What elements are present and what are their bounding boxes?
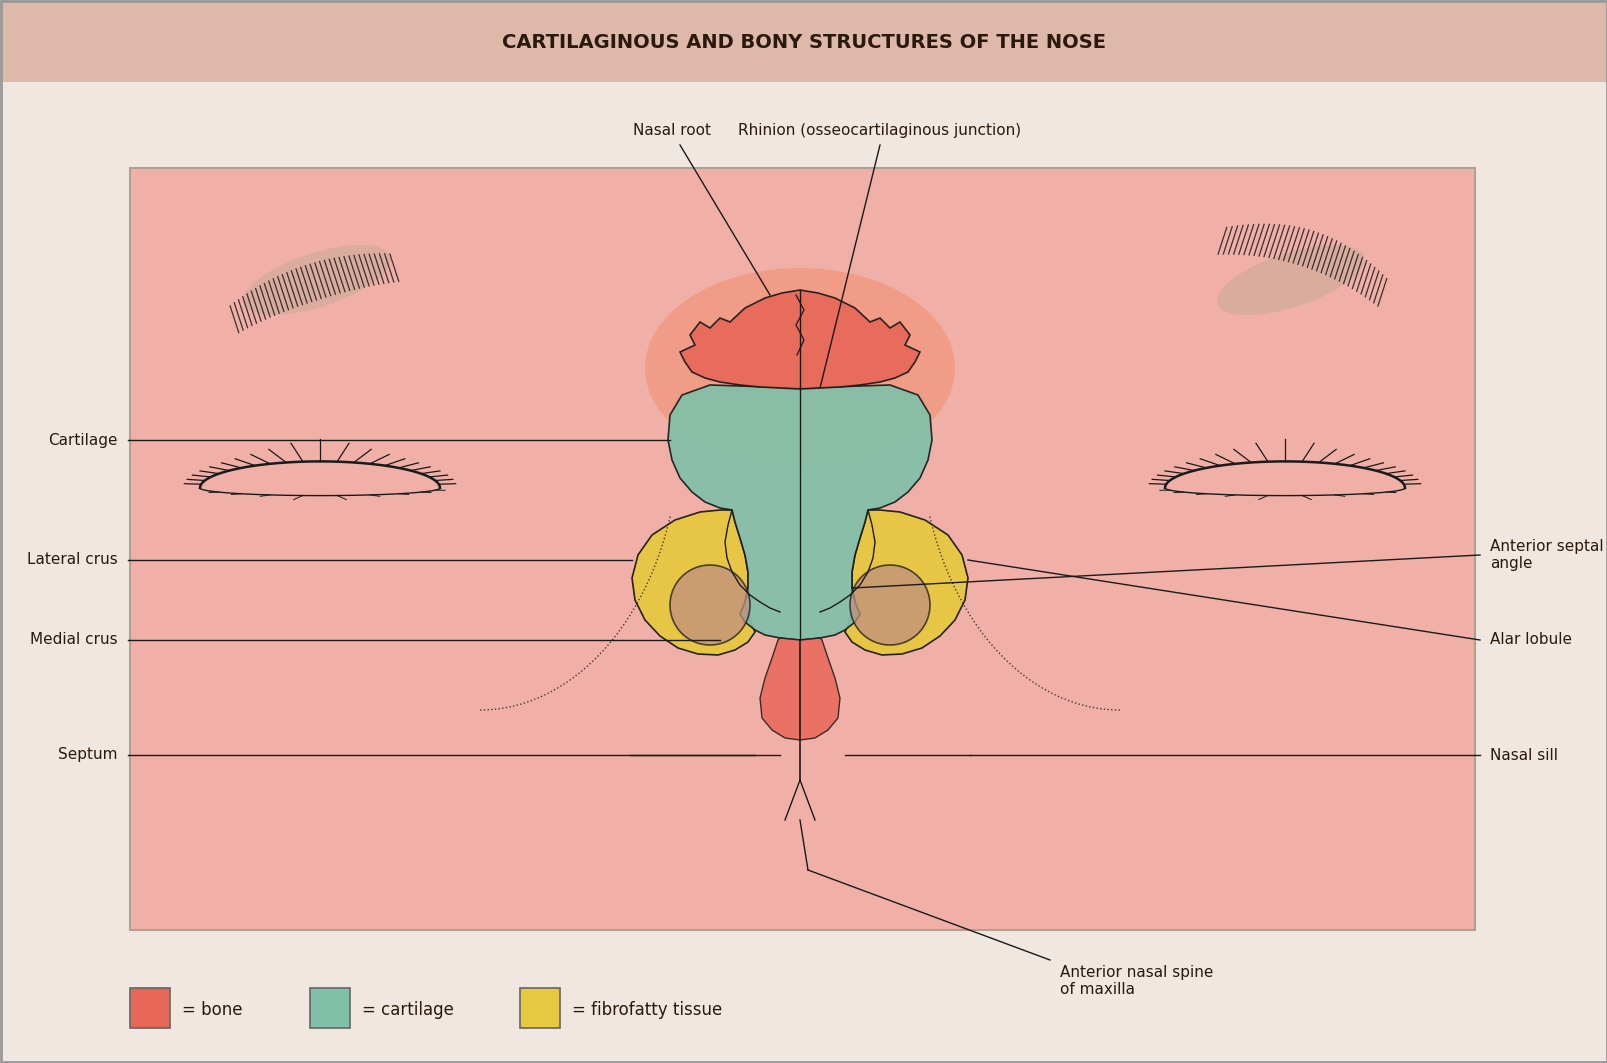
Text: = cartilage: = cartilage: [362, 1001, 453, 1019]
Bar: [519, 988, 559, 1028]
Polygon shape: [667, 385, 932, 640]
Text: Lateral crus: Lateral crus: [27, 553, 117, 568]
Text: Nasal sill: Nasal sill: [1490, 747, 1557, 762]
Ellipse shape: [670, 566, 749, 645]
Bar: [310, 988, 350, 1028]
Ellipse shape: [1216, 244, 1364, 315]
Polygon shape: [844, 510, 967, 655]
Text: = fibrofatty tissue: = fibrofatty tissue: [572, 1001, 722, 1019]
Ellipse shape: [644, 268, 955, 468]
Text: Rhinion (osseocartilaginous junction): Rhinion (osseocartilaginous junction): [738, 123, 1020, 138]
Text: Anterior septal
angle: Anterior septal angle: [1490, 539, 1602, 571]
Bar: [130, 168, 1474, 930]
Text: CARTILAGINOUS AND BONY STRUCTURES OF THE NOSE: CARTILAGINOUS AND BONY STRUCTURES OF THE…: [501, 33, 1106, 51]
Text: Septum: Septum: [58, 747, 117, 762]
Bar: [130, 988, 170, 1028]
Ellipse shape: [243, 244, 391, 315]
Text: Medial crus: Medial crus: [31, 632, 117, 647]
Text: Alar lobule: Alar lobule: [1490, 632, 1572, 647]
Polygon shape: [632, 510, 755, 655]
Text: Nasal root: Nasal root: [633, 123, 710, 138]
Polygon shape: [680, 290, 919, 389]
Ellipse shape: [850, 566, 929, 645]
Polygon shape: [760, 638, 839, 740]
Polygon shape: [1165, 461, 1405, 495]
Text: = bone: = bone: [182, 1001, 243, 1019]
Polygon shape: [199, 461, 440, 495]
Text: Anterior nasal spine
of maxilla: Anterior nasal spine of maxilla: [1059, 965, 1213, 997]
Bar: [0, 0, 1607, 82]
Text: Cartilage: Cartilage: [48, 433, 117, 448]
